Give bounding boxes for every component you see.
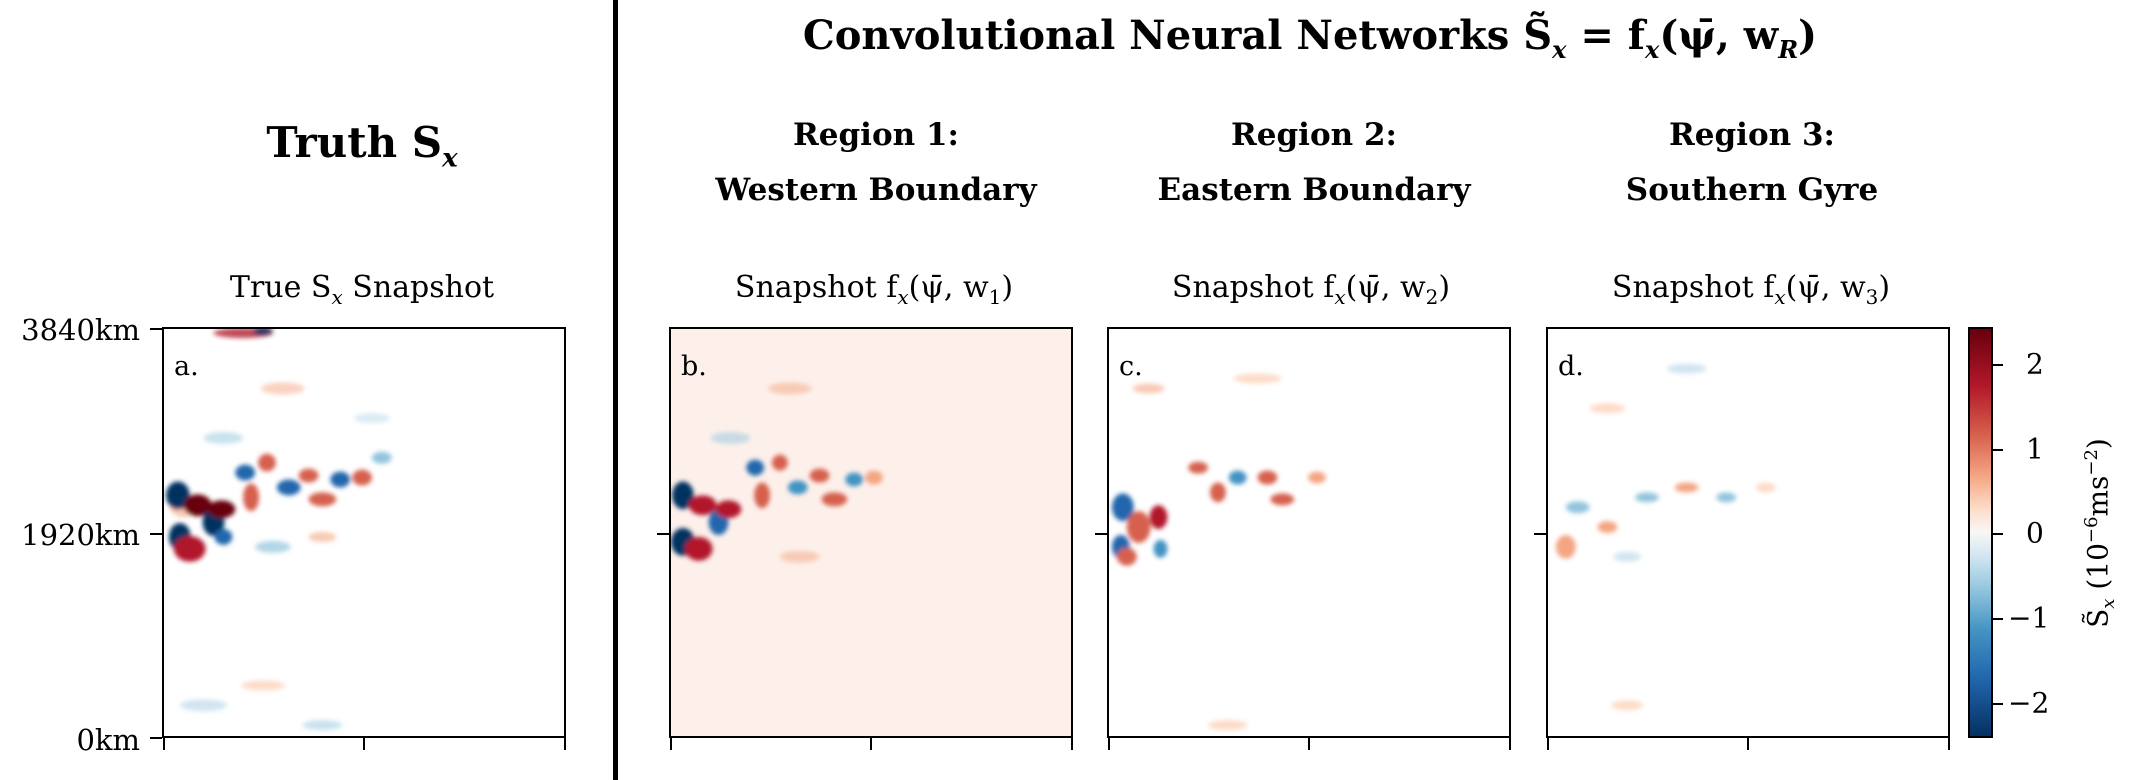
panel-d-title: Snapshot fx(ψ̄, w3) xyxy=(1611,270,1891,309)
x-tick-c-2 xyxy=(1308,738,1310,750)
colorbar xyxy=(1968,327,1993,738)
x-tick-b-1 xyxy=(670,738,672,750)
x-tick-c-1 xyxy=(1108,738,1110,750)
x-tick-a-2 xyxy=(363,738,365,750)
cbar-tick-1 xyxy=(1993,449,2003,451)
panel-a-title: True Sx Snapshot xyxy=(229,270,495,309)
panel-a-heatmap: a. xyxy=(162,327,566,738)
panel-c-field xyxy=(1111,373,1326,731)
panel-c-letter: c. xyxy=(1119,351,1143,382)
panel-d-field xyxy=(1555,363,1776,711)
panel-c-heatmap: c. xyxy=(1107,327,1511,738)
panel-b-letter: b. xyxy=(681,351,707,382)
y-tick-mid xyxy=(150,533,162,535)
cbar-label-1: 1 xyxy=(2026,432,2044,466)
x-tick-a-1 xyxy=(163,738,165,750)
region-1-heading: Region 1: Western Boundary xyxy=(715,117,1037,208)
cbar-label-2: 2 xyxy=(2026,347,2044,381)
section-divider xyxy=(613,0,618,780)
panel-d-letter: d. xyxy=(1558,351,1584,382)
colorbar-title: S̃x (10−6ms−2) xyxy=(2081,438,2119,628)
cbar-tick-m2 xyxy=(1993,703,2003,705)
cbar-label-m1: −1 xyxy=(2008,601,2050,635)
cbar-tick-m1 xyxy=(1993,618,2003,620)
cbar-tick-2 xyxy=(1993,364,2003,366)
x-tick-d-1 xyxy=(1547,738,1549,750)
cbar-label-0: 0 xyxy=(2026,516,2044,550)
x-tick-d-2 xyxy=(1747,738,1749,750)
y-tick-label-mid: 1920km xyxy=(21,518,140,552)
truth-title: Truth Sx xyxy=(266,118,458,174)
y-tick-label-bottom: 0km xyxy=(76,723,140,757)
y-tick-mid-d xyxy=(1534,533,1546,535)
y-tick-mid-b xyxy=(657,533,669,535)
y-tick-top xyxy=(150,328,162,330)
cnn-title: Convolutional Neural Networks S̃x = fx(ψ… xyxy=(802,12,1818,64)
cbar-tick-0 xyxy=(1993,533,2003,535)
y-tick-bottom xyxy=(150,737,162,739)
region-2-heading: Region 2: Eastern Boundary xyxy=(1157,117,1471,208)
x-tick-b-2 xyxy=(870,738,872,750)
cbar-label-m2: −2 xyxy=(2008,686,2050,720)
panel-b-heatmap: b. xyxy=(669,327,1073,738)
x-tick-c-3 xyxy=(1509,738,1511,750)
x-tick-a-3 xyxy=(564,738,566,750)
x-tick-d-3 xyxy=(1948,738,1950,750)
panel-d-heatmap: d. xyxy=(1546,327,1950,738)
panel-b-title: Snapshot fx(ψ̄, w1) xyxy=(734,270,1014,309)
y-tick-mid-c xyxy=(1095,533,1107,535)
y-tick-label-top: 3840km xyxy=(21,313,140,347)
panel-c-title: Snapshot fx(ψ̄, w2) xyxy=(1171,270,1451,309)
panel-b-field xyxy=(671,329,1071,736)
panel-a-letter: a. xyxy=(174,351,199,382)
panel-a-field xyxy=(165,329,392,731)
x-tick-b-3 xyxy=(1071,738,1073,750)
region-3-heading: Region 3: Southern Gyre xyxy=(1625,117,1879,208)
